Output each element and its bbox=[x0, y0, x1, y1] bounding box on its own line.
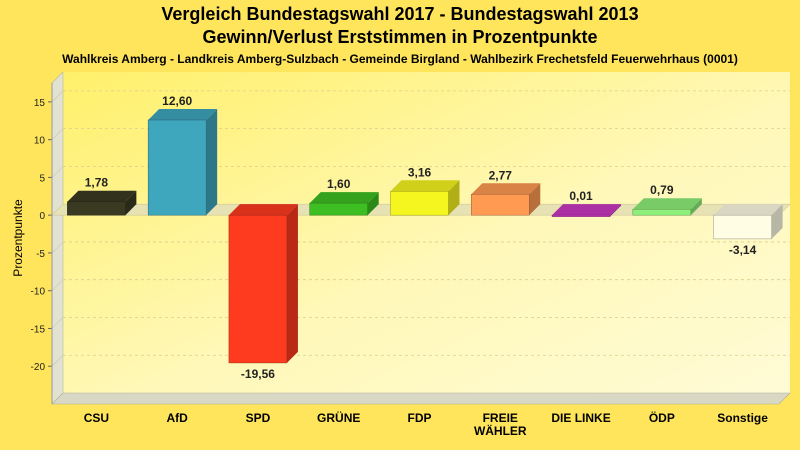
data-label: 2,77 bbox=[489, 168, 513, 182]
plot-floor bbox=[51, 392, 791, 405]
bar-front bbox=[713, 214, 772, 240]
data-label: -19,56 bbox=[241, 367, 275, 381]
y-axis-label: Prozentpunkte bbox=[11, 199, 25, 277]
bar-csu bbox=[67, 190, 137, 216]
bar-front bbox=[551, 214, 611, 217]
data-label: 0,01 bbox=[569, 189, 593, 203]
y-tick-label: 15 bbox=[34, 98, 46, 109]
chart-caption: Wahlkreis Amberg - Landkreis Amberg-Sulz… bbox=[62, 52, 738, 66]
bar-spd bbox=[228, 204, 298, 364]
y-tick-label: -20 bbox=[31, 362, 46, 373]
plot-left-wall bbox=[51, 71, 64, 405]
y-tick-label: -5 bbox=[36, 249, 45, 260]
x-tick-label: GRÜNE bbox=[317, 410, 360, 425]
bar-side bbox=[448, 180, 460, 216]
gridline-side bbox=[51, 166, 64, 178]
gridline-side bbox=[51, 128, 64, 140]
x-tick-label: DIE LINKE bbox=[551, 411, 610, 425]
bar-top bbox=[148, 109, 218, 121]
y-tick-label: -15 bbox=[31, 324, 46, 335]
y-tick-label: 5 bbox=[39, 173, 45, 184]
y-tick-label: -10 bbox=[31, 287, 46, 298]
bar-front bbox=[309, 202, 368, 216]
bar-fdp bbox=[390, 180, 460, 216]
data-label: 1,60 bbox=[327, 177, 351, 191]
bar-front bbox=[228, 214, 288, 364]
gridline-side bbox=[51, 317, 64, 329]
bar-die-linke bbox=[551, 204, 622, 217]
gridline-side bbox=[51, 279, 64, 291]
bar-front bbox=[390, 191, 449, 216]
bar-side bbox=[610, 204, 622, 217]
bar-side bbox=[125, 190, 137, 216]
x-tick-label: SPD bbox=[246, 411, 271, 425]
gridline-side bbox=[51, 241, 64, 254]
gridline-side bbox=[51, 90, 64, 103]
x-tick-label: FREIE bbox=[483, 411, 518, 425]
bar-top bbox=[390, 180, 460, 192]
bar-front bbox=[67, 201, 126, 216]
data-label: 0,79 bbox=[650, 183, 674, 197]
x-tick-label: Sonstige bbox=[717, 411, 768, 425]
x-tick-label: FDP bbox=[408, 411, 432, 425]
bar-grüne bbox=[309, 192, 379, 216]
bar-top bbox=[471, 183, 541, 195]
x-tick-label: WÄHLER bbox=[474, 423, 527, 438]
bar-freie-wähler bbox=[471, 183, 541, 216]
bar-side bbox=[286, 204, 298, 363]
bar-front bbox=[471, 194, 530, 216]
chart-subtitle: Gewinn/Verlust Erststimmen in Prozentpun… bbox=[202, 27, 598, 47]
bar-side bbox=[771, 204, 783, 239]
bar-top bbox=[713, 204, 783, 216]
bar-side bbox=[206, 109, 218, 216]
gridline-side bbox=[51, 355, 64, 367]
bar-ödp bbox=[632, 198, 702, 216]
y-tick-label: 10 bbox=[34, 136, 46, 147]
bar-sonstige bbox=[713, 204, 783, 240]
bar-top bbox=[309, 192, 379, 204]
data-label: -3,14 bbox=[729, 243, 757, 257]
bar-top bbox=[552, 204, 622, 216]
bar-side bbox=[367, 192, 379, 216]
bar-top bbox=[228, 204, 298, 216]
y-tick-label: 0 bbox=[39, 211, 45, 222]
bar-side bbox=[529, 183, 541, 216]
chart-title: Vergleich Bundestagswahl 2017 - Bundesta… bbox=[161, 4, 639, 24]
bar-afd bbox=[147, 109, 218, 216]
x-tick-label: CSU bbox=[84, 411, 109, 425]
bar-top bbox=[67, 190, 137, 202]
x-tick-label: AfD bbox=[167, 411, 189, 425]
bar-top bbox=[632, 198, 702, 210]
bar-front bbox=[147, 119, 207, 216]
x-tick-label: ÖDP bbox=[649, 410, 675, 425]
bar-front bbox=[632, 208, 692, 216]
bar-side bbox=[690, 198, 702, 216]
data-label: 12,60 bbox=[162, 94, 192, 108]
data-label: 1,78 bbox=[85, 176, 109, 190]
data-label: 3,16 bbox=[408, 165, 432, 179]
